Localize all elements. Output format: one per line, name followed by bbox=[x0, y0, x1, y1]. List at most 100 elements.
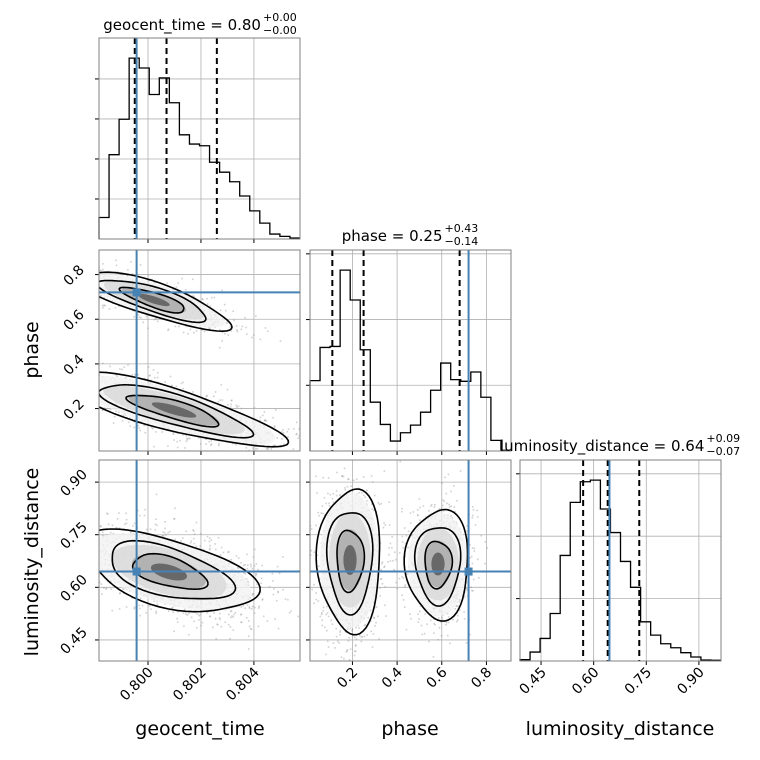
sample-point bbox=[100, 525, 102, 528]
sample-point bbox=[205, 443, 207, 445]
sample-point bbox=[123, 528, 125, 530]
sample-point bbox=[133, 606, 136, 609]
sample-point bbox=[70, 552, 72, 554]
sample-point bbox=[93, 275, 95, 277]
sample-point bbox=[155, 317, 157, 319]
sample-point bbox=[248, 449, 251, 451]
sample-point bbox=[195, 626, 198, 629]
sample-point bbox=[166, 282, 168, 284]
sample-point bbox=[65, 520, 67, 522]
sample-point bbox=[16, 262, 18, 264]
sample-point bbox=[105, 587, 108, 590]
contour-line bbox=[99, 371, 290, 448]
sample-point bbox=[433, 632, 435, 634]
sample-point bbox=[153, 600, 156, 602]
sample-point bbox=[262, 615, 265, 618]
sample-point bbox=[90, 417, 92, 419]
sample-point bbox=[174, 538, 177, 541]
sample-point bbox=[237, 567, 240, 569]
sample-point bbox=[252, 446, 255, 449]
sample-point bbox=[255, 563, 258, 565]
sample-point bbox=[171, 606, 174, 609]
sample-point bbox=[236, 330, 239, 333]
sample-point bbox=[219, 309, 222, 312]
sample-point bbox=[332, 492, 335, 495]
sample-point bbox=[249, 597, 251, 599]
sample-point bbox=[317, 511, 319, 514]
sample-point bbox=[373, 509, 375, 512]
sample-point bbox=[346, 649, 349, 652]
sample-point bbox=[93, 264, 95, 266]
sample-point bbox=[327, 477, 330, 479]
sample-point bbox=[100, 269, 102, 272]
sample-point bbox=[354, 650, 357, 653]
sample-point bbox=[416, 509, 419, 511]
sample-point bbox=[156, 371, 159, 374]
sample-point bbox=[96, 279, 98, 281]
sample-point bbox=[143, 377, 146, 380]
sample-point bbox=[92, 407, 94, 409]
sample-point bbox=[371, 646, 374, 648]
sample-point bbox=[247, 648, 250, 650]
sample-point bbox=[94, 548, 96, 550]
sample-point bbox=[313, 583, 315, 586]
sample-point bbox=[196, 613, 199, 615]
sample-point bbox=[96, 564, 98, 566]
sample-point bbox=[240, 606, 243, 608]
sample-point bbox=[325, 444, 327, 446]
sample-point bbox=[334, 457, 336, 459]
sample-point bbox=[176, 621, 179, 623]
x-tick-label-phase: 0.2 bbox=[334, 665, 361, 692]
x-tick-label-geocent_time: 0.800 bbox=[117, 665, 157, 705]
sample-point bbox=[363, 624, 366, 627]
sample-point bbox=[428, 509, 430, 512]
sample-point bbox=[251, 567, 254, 570]
sample-point bbox=[385, 615, 387, 617]
sample-point bbox=[50, 386, 52, 388]
sample-point bbox=[192, 391, 194, 393]
sample-point bbox=[236, 406, 238, 409]
sample-point bbox=[121, 419, 124, 422]
sample-point bbox=[274, 409, 277, 411]
sample-point bbox=[226, 320, 229, 323]
sample-point bbox=[295, 433, 298, 436]
sample-point bbox=[115, 374, 117, 376]
sample-point bbox=[445, 492, 448, 495]
sample-point bbox=[115, 410, 117, 412]
sample-point bbox=[325, 653, 327, 656]
sample-point bbox=[101, 409, 104, 411]
sample-point bbox=[201, 329, 203, 331]
sample-point bbox=[97, 372, 99, 374]
sample-point bbox=[270, 448, 272, 450]
sample-point bbox=[287, 428, 290, 430]
contour-line bbox=[131, 552, 209, 591]
sample-point bbox=[254, 606, 256, 609]
sample-point bbox=[47, 366, 49, 368]
y-tick-label-phase: 0.6 bbox=[61, 307, 88, 334]
sample-point bbox=[124, 377, 127, 379]
sample-point bbox=[126, 274, 128, 277]
sample-point bbox=[253, 406, 256, 409]
sample-point bbox=[348, 636, 350, 639]
sample-point bbox=[230, 558, 233, 561]
sample-point bbox=[450, 505, 452, 508]
sample-point bbox=[347, 478, 349, 481]
sample-point bbox=[419, 506, 421, 509]
sample-point bbox=[161, 534, 164, 537]
sample-point bbox=[374, 625, 376, 627]
sample-point bbox=[240, 613, 243, 616]
sample-point bbox=[251, 336, 253, 339]
sample-point bbox=[102, 262, 104, 265]
sample-point bbox=[245, 326, 247, 329]
sample-point bbox=[215, 638, 217, 640]
sample-point bbox=[274, 444, 276, 447]
sample-point bbox=[305, 583, 307, 585]
sample-point bbox=[366, 634, 369, 636]
sample-point bbox=[133, 315, 135, 318]
sample-point bbox=[195, 545, 198, 548]
sample-point bbox=[186, 438, 189, 441]
sample-point bbox=[445, 624, 447, 626]
axes-frame bbox=[309, 249, 512, 452]
sample-point bbox=[355, 638, 358, 640]
sample-point bbox=[112, 422, 115, 424]
